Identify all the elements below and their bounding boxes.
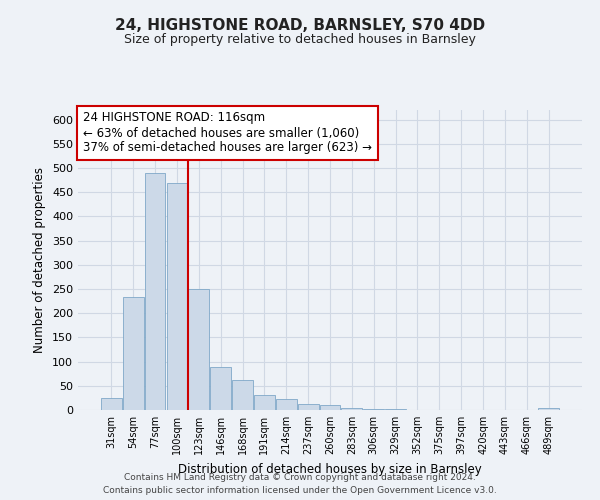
Bar: [232, 380, 253, 410]
Bar: [364, 408, 384, 410]
Text: Size of property relative to detached houses in Barnsley: Size of property relative to detached ho…: [124, 32, 476, 46]
Bar: [320, 405, 340, 410]
Bar: [276, 400, 296, 410]
Text: Contains HM Land Registry data © Crown copyright and database right 2024.
Contai: Contains HM Land Registry data © Crown c…: [103, 473, 497, 495]
Y-axis label: Number of detached properties: Number of detached properties: [34, 167, 46, 353]
Bar: [145, 173, 166, 410]
Bar: [538, 408, 559, 410]
Bar: [188, 289, 209, 410]
Bar: [385, 409, 406, 410]
Bar: [298, 404, 319, 410]
Bar: [254, 396, 275, 410]
Bar: [167, 182, 187, 410]
Text: 24 HIGHSTONE ROAD: 116sqm
← 63% of detached houses are smaller (1,060)
37% of se: 24 HIGHSTONE ROAD: 116sqm ← 63% of detac…: [83, 112, 372, 154]
Bar: [341, 408, 362, 410]
Text: 24, HIGHSTONE ROAD, BARNSLEY, S70 4DD: 24, HIGHSTONE ROAD, BARNSLEY, S70 4DD: [115, 18, 485, 32]
X-axis label: Distribution of detached houses by size in Barnsley: Distribution of detached houses by size …: [178, 462, 482, 475]
Bar: [210, 368, 231, 410]
Bar: [123, 298, 143, 410]
Bar: [101, 398, 122, 410]
